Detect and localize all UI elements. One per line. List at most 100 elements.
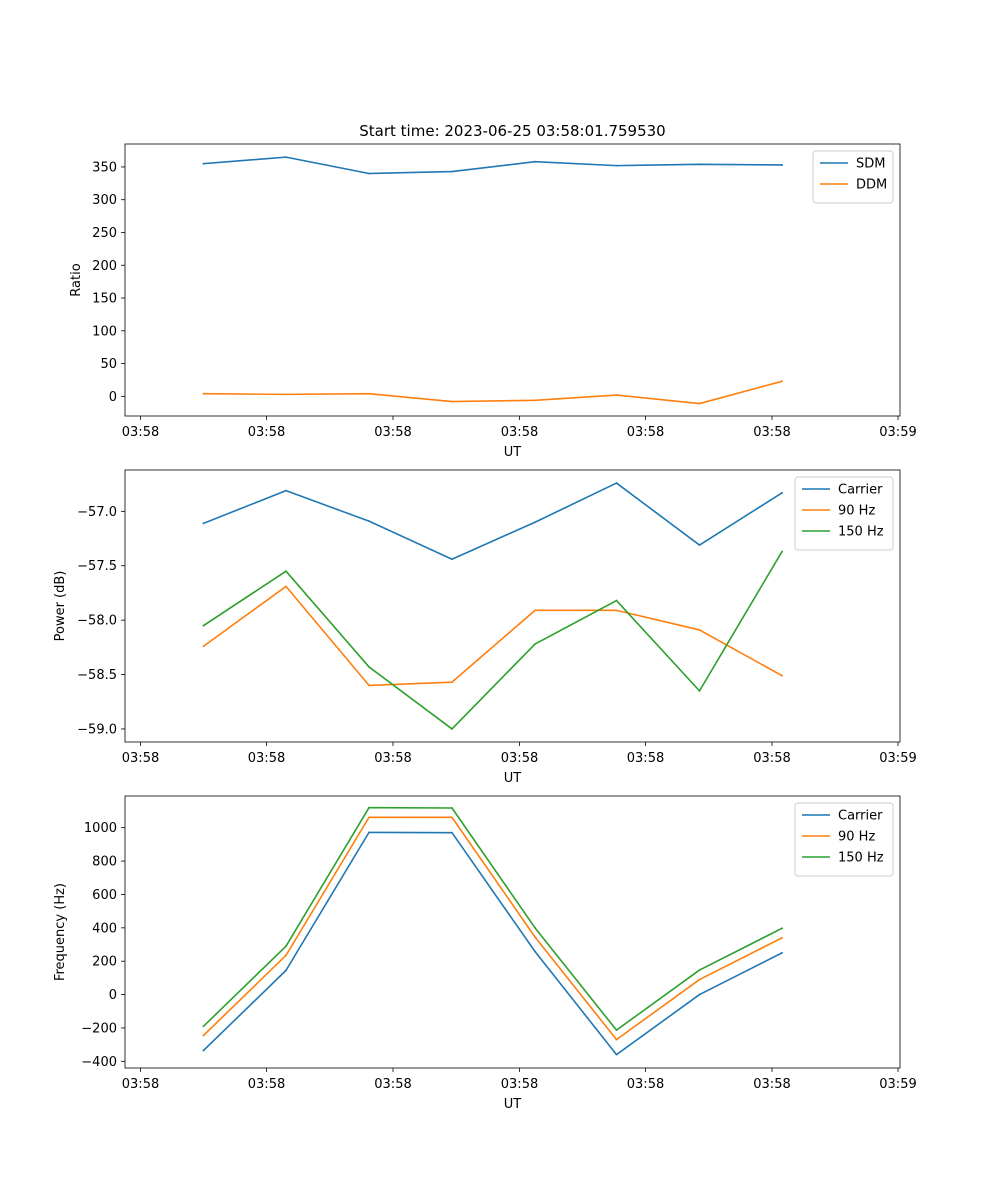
x-axis-label: UT xyxy=(504,771,522,786)
data-point xyxy=(202,1049,205,1052)
data-point xyxy=(534,643,536,645)
data-point xyxy=(534,399,536,402)
data-point xyxy=(202,522,205,525)
data-point xyxy=(615,482,618,484)
y-tick-label: 1000 xyxy=(84,821,117,836)
data-point xyxy=(285,156,287,159)
data-point xyxy=(781,164,783,166)
axes-frame xyxy=(124,469,901,743)
series-line-90-hz xyxy=(202,816,784,1041)
data-point xyxy=(781,951,783,954)
legend-label: DDM xyxy=(856,178,887,193)
y-axis-label: Ratio xyxy=(69,263,84,296)
x-tick-label: 03:58 xyxy=(374,1077,411,1092)
data-point xyxy=(781,936,783,939)
data-point xyxy=(698,402,701,405)
y-tick-label: −59.0 xyxy=(77,722,117,737)
data-point xyxy=(698,689,701,692)
x-tick-label: 03:59 xyxy=(879,751,916,766)
data-point xyxy=(451,807,453,809)
series-line-90-hz xyxy=(202,585,784,687)
x-tick-label: 03:58 xyxy=(501,751,538,766)
x-tick-label: 03:58 xyxy=(753,751,790,766)
data-point xyxy=(202,1034,205,1037)
data-point xyxy=(285,393,287,396)
data-point xyxy=(534,936,536,938)
y-tick-label: 0 xyxy=(109,988,117,1003)
x-tick-label: 03:58 xyxy=(122,425,159,440)
data-point xyxy=(451,170,453,173)
data-point xyxy=(698,544,701,546)
data-point xyxy=(698,993,701,996)
x-tick-label: 03:58 xyxy=(122,751,159,766)
data-point xyxy=(451,558,453,561)
legend-label: 90 Hz xyxy=(838,504,875,519)
x-tick-label: 03:58 xyxy=(753,1077,790,1092)
y-tick-label: 300 xyxy=(92,193,117,208)
data-point xyxy=(202,162,205,165)
y-tick-label: 400 xyxy=(92,921,117,936)
x-tick-label: 03:58 xyxy=(248,751,285,766)
y-tick-label: 250 xyxy=(92,226,117,241)
data-point xyxy=(285,489,287,492)
y-tick-label: 100 xyxy=(92,324,117,339)
data-point xyxy=(368,831,370,834)
y-tick-label: −200 xyxy=(81,1021,117,1036)
y-tick-label: 200 xyxy=(92,955,117,970)
data-point xyxy=(615,164,618,167)
series-line-ddm xyxy=(202,380,783,405)
y-tick-label: 50 xyxy=(100,357,117,372)
data-point xyxy=(781,491,783,494)
data-point xyxy=(285,945,287,948)
x-axis-label: UT xyxy=(504,445,522,460)
x-axis-label: UT xyxy=(504,1097,522,1112)
y-axis-label: Power (dB) xyxy=(53,571,68,642)
y-tick-label: 150 xyxy=(92,292,117,307)
x-tick-label: 03:58 xyxy=(374,751,411,766)
data-point xyxy=(698,163,701,166)
data-point xyxy=(202,1025,205,1028)
data-point xyxy=(368,392,370,395)
axes-frame xyxy=(124,795,901,1069)
axes-frame xyxy=(124,143,901,417)
x-tick-label: 03:58 xyxy=(753,425,790,440)
y-tick-label: 350 xyxy=(92,160,117,175)
data-point xyxy=(285,585,287,588)
data-point xyxy=(781,927,783,930)
x-tick-label: 03:58 xyxy=(627,425,664,440)
data-point xyxy=(368,172,370,175)
data-point xyxy=(285,570,287,573)
data-point xyxy=(615,394,618,396)
y-tick-label: 200 xyxy=(92,259,117,274)
y-tick-label: 800 xyxy=(92,855,117,870)
legend-box xyxy=(812,150,894,204)
series-line-150-hz xyxy=(202,806,784,1031)
subplot-1: 03:58 03:58 03:58 03:58 03:58 03:58 03:59 0 50 10… xyxy=(69,143,917,460)
data-point xyxy=(285,969,287,972)
data-point xyxy=(615,1038,618,1041)
data-point xyxy=(781,380,783,383)
data-point xyxy=(781,550,783,553)
series-line-150-hz xyxy=(202,550,784,730)
data-point xyxy=(368,684,370,687)
data-point xyxy=(698,969,701,971)
x-tick-label: 03:58 xyxy=(501,425,538,440)
data-point xyxy=(202,645,205,648)
x-tick-label: 03:58 xyxy=(627,1077,664,1092)
data-point xyxy=(615,1053,618,1056)
series-line-carrier xyxy=(202,482,784,561)
y-tick-label: −58.5 xyxy=(77,668,117,683)
x-tick-label: 03:58 xyxy=(627,751,664,766)
data-point xyxy=(368,520,370,523)
y-tick-label: −57.0 xyxy=(77,505,117,520)
x-tick-label: 03:59 xyxy=(879,1077,916,1092)
data-point xyxy=(285,954,287,957)
legend: Carrier 90 Hz 150 Hz xyxy=(794,476,894,551)
data-point xyxy=(368,666,370,668)
data-point xyxy=(534,926,536,929)
data-point xyxy=(781,674,783,677)
y-tick-label: −57.5 xyxy=(77,559,117,574)
series-line-carrier xyxy=(202,831,784,1056)
legend-label: SDM xyxy=(856,157,885,172)
